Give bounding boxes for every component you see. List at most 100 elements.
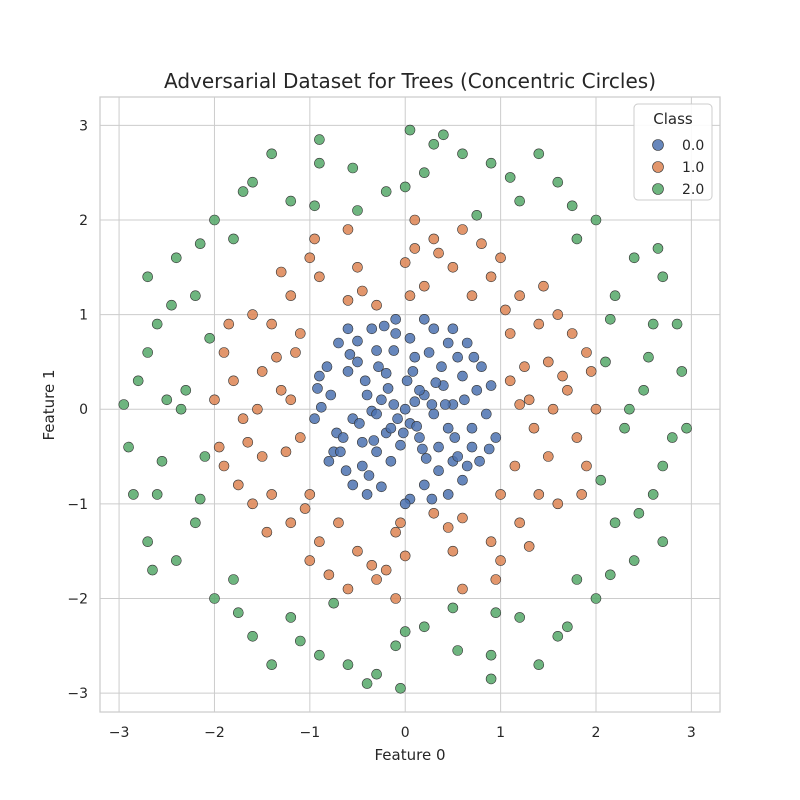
data-point-class-1-0 — [519, 361, 530, 373]
data-point-class-2-0 — [471, 210, 483, 221]
data-point-class-1-0 — [504, 375, 516, 387]
data-point-class-0-0 — [390, 328, 402, 339]
chart-title: Adversarial Dataset for Trees (Concentri… — [164, 69, 656, 93]
data-point-class-1-0 — [428, 233, 440, 245]
data-point-class-1-0 — [314, 271, 325, 283]
data-point-class-2-0 — [571, 233, 583, 245]
data-point-class-1-0 — [466, 290, 478, 302]
data-point-class-1-0 — [457, 512, 468, 524]
data-point-class-0-0 — [371, 345, 382, 356]
data-point-class-2-0 — [209, 214, 220, 226]
data-point-class-1-0 — [294, 432, 306, 443]
data-point-class-1-0 — [442, 522, 454, 533]
data-point-class-2-0 — [352, 205, 363, 216]
data-point-class-0-0 — [371, 408, 382, 420]
data-point-class-1-0 — [247, 309, 258, 320]
data-point-class-0-0 — [354, 418, 365, 429]
data-point-class-1-0 — [576, 489, 588, 500]
data-point-class-2-0 — [314, 157, 325, 169]
data-point-class-1-0 — [380, 564, 392, 576]
data-point-class-0-0 — [461, 460, 473, 472]
data-point-class-2-0 — [438, 129, 449, 141]
x-tick-label: −3 — [109, 725, 130, 741]
data-point-class-1-0 — [237, 413, 249, 425]
data-point-class-0-0 — [409, 351, 421, 363]
x-tick-label: −2 — [204, 725, 225, 741]
data-point-class-1-0 — [266, 318, 278, 330]
data-point-class-1-0 — [223, 318, 235, 330]
data-point-class-0-0 — [428, 408, 440, 420]
y-tick-label: −1 — [67, 497, 88, 513]
data-point-class-0-0 — [418, 313, 430, 325]
data-point-class-1-0 — [542, 356, 554, 368]
data-point-class-1-0 — [275, 266, 287, 278]
data-point-class-0-0 — [392, 413, 403, 425]
data-point-class-1-0 — [523, 394, 535, 406]
data-point-class-0-0 — [380, 367, 392, 379]
data-point-class-0-0 — [361, 489, 373, 500]
data-point-class-1-0 — [490, 574, 502, 585]
data-point-class-1-0 — [571, 432, 583, 443]
data-point-class-2-0 — [624, 403, 635, 415]
data-point-class-0-0 — [335, 446, 346, 458]
data-point-class-1-0 — [342, 583, 354, 595]
x-tick-labels: −3 −2 −1 0 1 2 3 — [109, 725, 696, 741]
data-point-class-0-0 — [382, 383, 394, 394]
data-point-class-1-0 — [356, 285, 368, 297]
data-point-class-2-0 — [285, 195, 297, 207]
data-point-class-2-0 — [571, 574, 583, 585]
data-point-class-1-0 — [409, 214, 421, 226]
data-point-class-1-0 — [304, 555, 316, 566]
data-point-class-2-0 — [404, 124, 416, 136]
x-tick-label: 1 — [496, 725, 505, 741]
data-point-class-0-0 — [471, 384, 483, 396]
data-point-class-2-0 — [604, 313, 616, 325]
data-point-class-2-0 — [504, 172, 516, 183]
data-point-class-0-0 — [417, 443, 428, 455]
data-point-class-1-0 — [275, 384, 287, 396]
data-point-class-0-0 — [430, 377, 442, 389]
data-point-class-1-0 — [213, 441, 225, 453]
legend-marker — [652, 161, 664, 173]
data-point-class-2-0 — [600, 356, 611, 368]
data-point-class-0-0 — [314, 370, 325, 382]
data-point-class-1-0 — [218, 460, 230, 472]
data-point-class-0-0 — [409, 396, 421, 408]
data-point-class-1-0 — [390, 593, 402, 604]
data-point-class-0-0 — [321, 361, 333, 373]
data-point-class-0-0 — [457, 370, 468, 382]
data-point-class-0-0 — [315, 401, 327, 413]
data-point-class-1-0 — [418, 280, 430, 292]
data-point-class-2-0 — [590, 593, 602, 604]
data-point-class-1-0 — [366, 559, 378, 571]
data-point-class-0-0 — [414, 384, 425, 396]
data-point-class-1-0 — [252, 403, 263, 415]
data-point-class-2-0 — [361, 678, 373, 689]
y-tick-label: 0 — [79, 402, 88, 418]
data-point-class-1-0 — [323, 569, 335, 581]
data-point-class-2-0 — [485, 673, 497, 685]
data-point-class-1-0 — [533, 318, 545, 330]
data-point-class-1-0 — [581, 460, 592, 472]
data-point-class-0-0 — [352, 335, 363, 347]
data-point-class-0-0 — [428, 323, 440, 335]
x-tick-label: 2 — [592, 725, 601, 741]
data-point-class-2-0 — [514, 612, 526, 623]
data-point-class-2-0 — [266, 148, 278, 160]
data-point-class-0-0 — [439, 399, 451, 410]
legend-label: 2.0 — [682, 182, 704, 198]
data-point-class-1-0 — [585, 366, 597, 377]
data-point-class-2-0 — [328, 597, 340, 609]
data-point-class-2-0 — [142, 347, 153, 358]
data-point-class-2-0 — [628, 555, 640, 566]
data-point-class-2-0 — [590, 214, 602, 226]
data-point-class-0-0 — [442, 489, 454, 500]
legend-label: 1.0 — [682, 160, 704, 176]
y-tick-label: 1 — [79, 308, 88, 324]
data-point-class-1-0 — [476, 238, 487, 249]
data-point-class-1-0 — [285, 290, 297, 302]
data-point-class-2-0 — [628, 252, 640, 264]
data-point-class-1-0 — [314, 536, 325, 548]
data-point-class-0-0 — [359, 375, 371, 387]
data-point-class-2-0 — [657, 271, 669, 283]
